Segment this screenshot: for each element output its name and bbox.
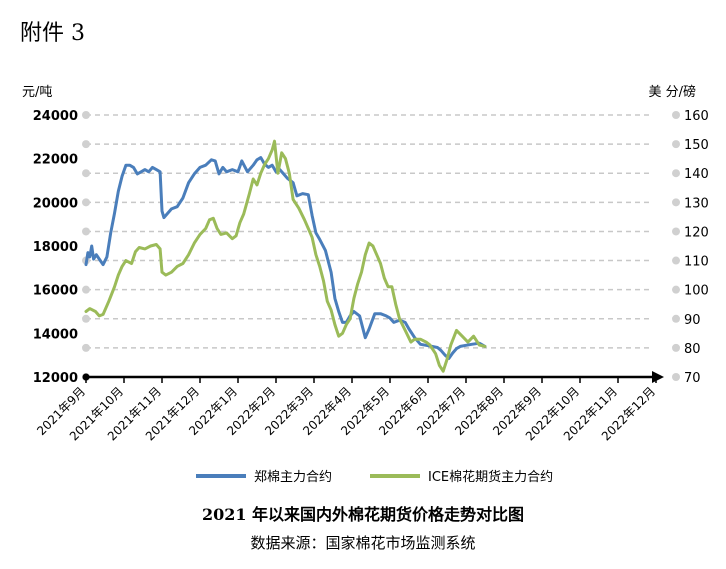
left-axis-unit: 元/吨 [22,85,52,100]
right-tick-labels: 70 80 90 100 110 120 130 140 150 160 [684,109,709,386]
left-tick-label: 12000 [33,371,78,386]
grid-dot-left [82,198,90,207]
gridlines [82,111,680,381]
right-tick-label: 110 [684,255,709,270]
grid-dot-right [672,111,680,119]
legend-label-zheng: 郑棉主力合约 [254,470,332,485]
x-tick-marks [85,377,657,383]
left-tick-labels: 12000 14000 16000 18000 20000 22000 24000 [33,109,78,386]
chart-title: 2021 年以来国内外棉花期货价格走势对比图 [202,505,524,524]
grid-dot-right [672,314,680,323]
right-tick-label: 130 [684,196,709,211]
legend: 郑棉主力合约 ICE棉花期货主力合约 [196,469,553,485]
series-line-zheng [84,156,487,360]
grid-dot-left [82,227,90,236]
grid-dot-right [672,198,680,207]
left-tick-label: 24000 [33,109,78,124]
right-axis-unit: 美 分/磅 [648,84,696,100]
grid-dot-right [672,373,680,381]
grid-dot-right [672,285,680,294]
grid-dot-left [82,169,90,178]
grid-dot-right [672,343,680,352]
x-axis-arrow [652,371,664,383]
grid-dot-right [672,169,680,178]
grid-dot-left [82,343,90,352]
legend-label-ice: ICE棉花期货主力合约 [428,469,553,485]
right-tick-label: 120 [684,225,709,240]
grid-dot-left [82,111,90,119]
right-tick-label: 80 [684,342,701,357]
left-tick-label: 22000 [33,153,78,168]
right-tick-label: 100 [684,284,709,299]
chart-source: 数据来源：国家棉花市场监测系统 [250,534,475,552]
grid-dot-left [82,285,90,294]
series-lines [84,139,487,373]
grid-dot-left [82,314,90,323]
left-tick-label: 18000 [33,240,78,255]
right-tick-label: 150 [684,138,709,153]
x-tick-labels: 2021年9月2021年10月2021年11月2021年12月2022年1月20… [34,384,658,443]
right-tick-label: 70 [684,371,701,386]
grid-dot-right [672,140,680,149]
left-tick-label: 14000 [33,327,78,342]
right-tick-label: 140 [684,167,709,182]
grid-dot-left [82,140,90,149]
series-line-ice [84,139,487,373]
left-tick-label: 20000 [33,196,78,211]
left-tick-label: 16000 [33,284,78,299]
right-tick-label: 90 [684,313,701,328]
grid-dot-right [672,256,680,265]
grid-dot-right [672,227,680,236]
page-header: 附件 3 [20,21,85,46]
right-tick-label: 160 [684,109,709,124]
